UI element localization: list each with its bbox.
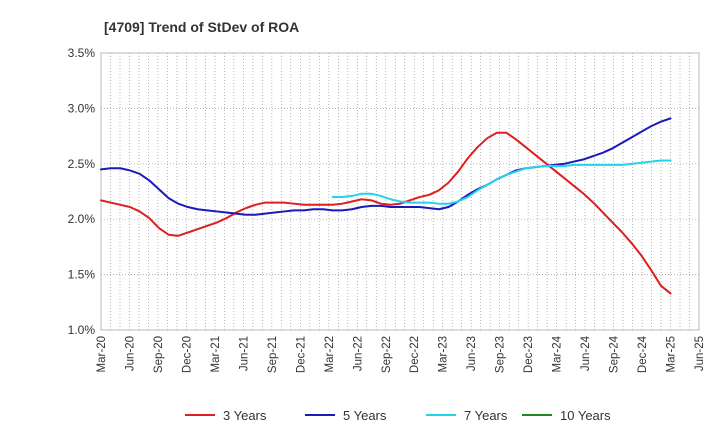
y-tick-label: 2.5% [68,157,96,171]
x-tick-label: Dec-20 [181,336,193,373]
x-tick-label: Sep-23 [495,336,507,373]
x-tick-label: Sep-24 [609,335,621,373]
y-tick-label: 1.0% [68,323,96,337]
legend-label: 5 Years [343,408,387,423]
chart-title: [4709] Trend of StDev of ROA [104,19,299,35]
series-line-3 [331,159,672,205]
x-tick-label: Dec-22 [409,336,421,373]
x-tick-label: Mar-23 [438,336,450,372]
y-tick-label: 2.0% [68,212,96,226]
grid-lines [101,53,699,330]
x-tick-label: Jun-21 [238,336,250,371]
x-tick-label: Sep-21 [267,336,279,373]
x-tick-label: Dec-24 [637,335,649,373]
x-tick-label: Mar-24 [552,335,564,372]
x-tick-label: Mar-25 [666,336,678,372]
y-tick-label: 1.5% [68,268,96,282]
x-tick-label: Sep-20 [153,336,165,373]
series-line-2 [100,117,672,216]
x-tick-label: Mar-21 [210,336,222,372]
x-tick-label: Jun-20 [124,336,136,371]
y-tick-label: 3.0% [68,101,96,115]
x-tick-label: Jun-25 [694,336,706,371]
legend-label: 3 Years [223,408,267,423]
legend-label: 7 Years [464,408,508,423]
legend-label: 10 Years [560,408,611,423]
x-tick-label: Jun-24 [580,335,592,371]
y-axis-ticks: 1.0% 1.5% 2.0% 2.5% 3.0% 3.5% [68,46,96,337]
x-tick-label: Jun-23 [466,336,478,371]
x-tick-label: Dec-21 [295,336,307,373]
x-tick-label: Jun-22 [352,336,364,371]
y-tick-label: 3.5% [68,46,96,60]
x-tick-label: Mar-22 [324,336,336,372]
plot-area [100,52,700,331]
series-lines [100,117,672,295]
x-tick-label: Sep-22 [381,336,393,373]
series-line-1 [100,131,672,295]
x-axis-ticks: Mar-20 Jun-20 Sep-20 Dec-20 Mar-21 Jun-21 Sep-… [96,335,706,373]
x-tick-label: Mar-20 [96,336,108,372]
legend: 3 Years 5 Years 7 Years 10 Years [185,408,611,423]
x-tick-label: Dec-23 [523,336,535,373]
